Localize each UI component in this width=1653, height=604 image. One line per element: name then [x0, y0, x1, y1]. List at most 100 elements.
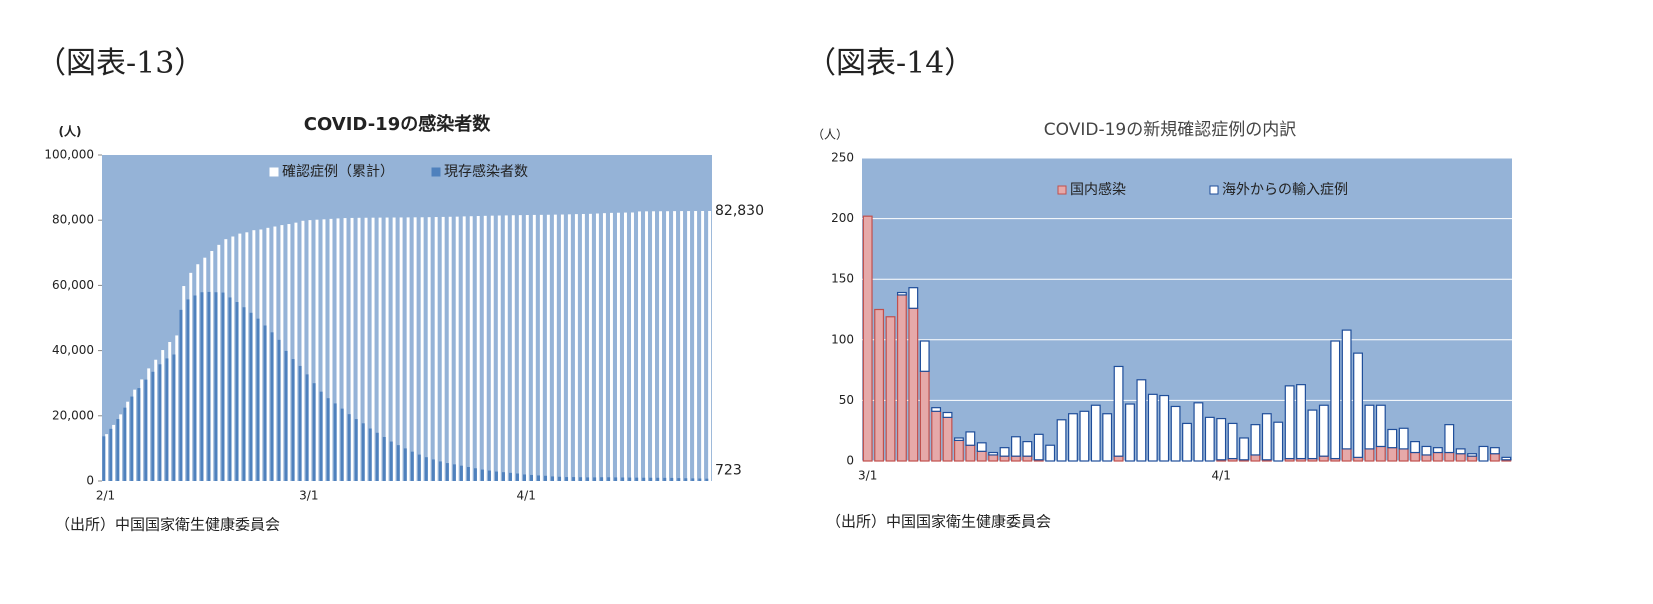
bar: [105, 434, 109, 481]
bar: [231, 236, 235, 481]
bar: [480, 469, 484, 481]
bar-segment: [1250, 424, 1261, 456]
bar: [182, 286, 186, 481]
bar: [673, 211, 677, 481]
y-tick-label: 80,000: [52, 213, 94, 227]
bar: [497, 215, 501, 482]
x-tick-label: 3/1: [858, 469, 877, 483]
bar: [708, 210, 712, 482]
bar: [109, 428, 113, 481]
figure-label: （図表-14）: [806, 46, 974, 81]
bar: [705, 478, 709, 481]
source-note: （出所）中国国家衛生健康委員会: [55, 516, 280, 534]
bar: [329, 218, 333, 482]
bar: [537, 475, 541, 481]
bar: [659, 211, 663, 481]
bar: [546, 214, 550, 481]
bar-segment: [953, 437, 964, 441]
bar-segment: [1239, 437, 1249, 461]
bar-segment: [1432, 447, 1443, 454]
bar: [361, 423, 365, 481]
bar: [504, 215, 508, 481]
bar: [221, 292, 225, 481]
bar: [530, 474, 533, 481]
bar: [277, 339, 281, 481]
bar: [364, 217, 368, 482]
bar-segment: [965, 444, 976, 462]
bar: [502, 472, 505, 481]
y-tick-label: 150: [831, 272, 854, 286]
bar: [483, 215, 487, 481]
bar: [116, 419, 120, 481]
bar: [319, 391, 323, 481]
bar: [287, 224, 291, 481]
legend-swatch: [1057, 185, 1067, 195]
bar: [308, 220, 312, 481]
bar: [217, 244, 221, 481]
bar-segment: [1364, 404, 1375, 450]
bar-segment: [1421, 454, 1432, 462]
bar: [280, 225, 284, 481]
bar-segment: [1398, 427, 1409, 450]
bar: [102, 436, 106, 481]
bar: [256, 318, 260, 481]
bar-segment: [1227, 422, 1238, 460]
bar: [126, 401, 130, 481]
bar-segment: [1079, 410, 1090, 462]
bar: [214, 292, 218, 481]
bar-segment: [988, 454, 999, 462]
bar-segment: [874, 308, 885, 462]
bar: [677, 478, 681, 481]
legend-label: 海外からの輸入症例: [1222, 182, 1348, 198]
bar-segment: [988, 451, 999, 456]
bar: [175, 335, 179, 481]
bar-segment: [931, 407, 942, 412]
bar-segment: [1261, 413, 1272, 461]
bar: [424, 457, 428, 481]
bar: [466, 466, 470, 481]
bar: [207, 291, 211, 481]
y-axis-label: （人）: [812, 128, 848, 142]
bar-segment: [1318, 404, 1329, 457]
bar: [413, 217, 417, 481]
bar-segment: [1455, 448, 1466, 455]
y-tick-label: 250: [831, 151, 854, 165]
bar: [322, 219, 326, 481]
bar: [438, 461, 442, 481]
bar: [382, 436, 386, 481]
bar: [336, 218, 340, 481]
bar-segment: [1022, 441, 1033, 457]
bar: [112, 424, 116, 481]
bar: [210, 251, 214, 481]
bar: [523, 474, 526, 481]
bar: [347, 414, 351, 481]
bar: [315, 219, 319, 481]
bar-segment: [1432, 451, 1443, 462]
bar: [631, 212, 634, 481]
bar: [691, 478, 695, 481]
bar-segment: [1250, 454, 1261, 462]
bar: [455, 216, 459, 481]
chart-title: COVID-19の新規確認症例の内訳: [1044, 120, 1296, 140]
legend-label: 国内感染: [1070, 181, 1126, 198]
bar-segment: [1353, 352, 1363, 458]
bar: [509, 472, 512, 481]
y-tick-label: 100,000: [44, 148, 94, 162]
bar: [410, 451, 414, 481]
bar: [600, 477, 604, 481]
bar-segment: [896, 294, 907, 462]
legend-label: 現存感染者数: [444, 163, 528, 180]
bar-segment: [1159, 394, 1170, 462]
bar: [378, 217, 382, 482]
bar-segment: [1398, 448, 1409, 462]
bar-segment: [1341, 448, 1352, 462]
bar-segment: [1056, 419, 1067, 462]
bar-segment: [965, 431, 976, 446]
bar: [249, 312, 253, 481]
bar-segment: [1193, 402, 1204, 462]
legend-swatch: [431, 167, 441, 177]
bar-segment: [1375, 445, 1386, 462]
bar-segment: [1113, 365, 1124, 457]
bar: [392, 217, 396, 481]
bar-segment: [862, 215, 873, 462]
